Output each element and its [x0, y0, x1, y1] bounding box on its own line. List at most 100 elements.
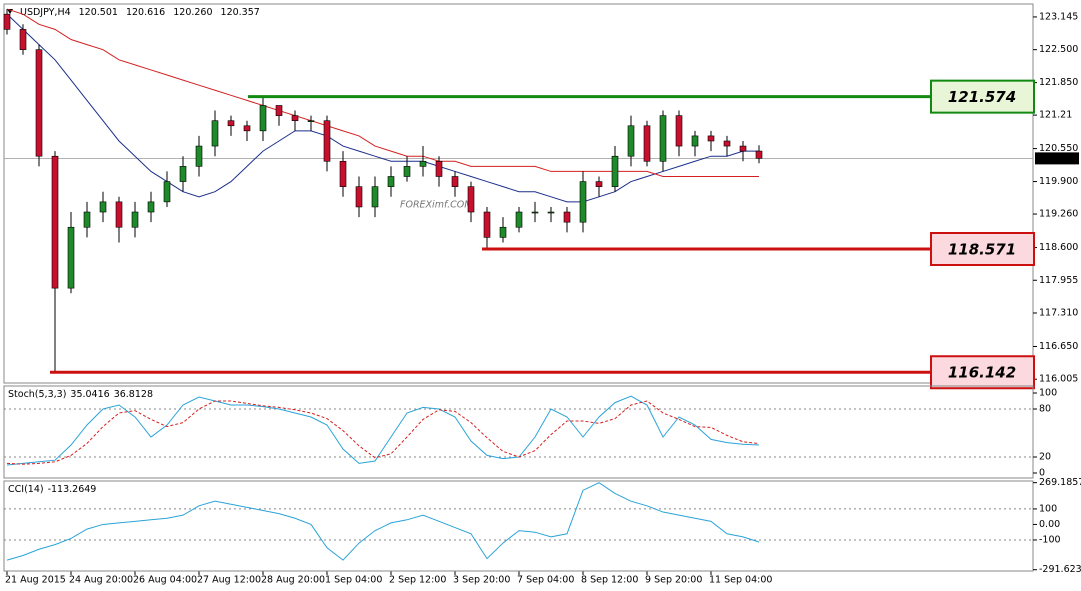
- y-tick-label: 120.550: [1039, 143, 1078, 154]
- y-tick-label: 0.00: [1039, 519, 1060, 530]
- candle-body: [275, 105, 283, 116]
- indicator-name: CCI(14): [8, 484, 44, 495]
- candle-body: [179, 166, 187, 182]
- x-tick-label: 3 Sep 20:00: [453, 575, 510, 586]
- y-tick-label: 117.310: [1039, 307, 1078, 318]
- level-box: [930, 355, 1035, 390]
- candle-body: [691, 135, 699, 147]
- y-tick-label: 119.260: [1039, 209, 1078, 220]
- x-tick-label: 9 Sep 20:00: [645, 575, 702, 586]
- indicator-name: Stoch(5,3,3): [8, 389, 66, 400]
- candle-body: [291, 115, 299, 121]
- current-price-label: 120.357: [1039, 153, 1078, 164]
- quote-value: 120.357: [221, 7, 260, 18]
- candle-body: [707, 135, 715, 142]
- pane-frame: [3, 385, 1034, 479]
- candle-body: [323, 120, 331, 162]
- candle-body: [355, 186, 363, 208]
- quote-value: 120.260: [173, 7, 212, 18]
- current-price-tag: [1035, 152, 1079, 165]
- x-tick-label: 2 Sep 12:00: [389, 575, 446, 586]
- indicator-line: [6, 482, 760, 561]
- x-tick-label: 1 Sep 04:00: [325, 575, 382, 586]
- candle-body: [147, 201, 155, 213]
- candle-body: [51, 155, 59, 289]
- y-tick-label: 116.650: [1039, 341, 1078, 352]
- level-label: 116.142: [948, 364, 1016, 382]
- y-tick-label: 118.600: [1039, 242, 1078, 253]
- candle-body: [163, 181, 171, 203]
- x-tick-label: 26 Aug 04:00: [133, 575, 197, 586]
- x-tick-label: 27 Aug 12:00: [197, 575, 261, 586]
- candle-body: [755, 150, 763, 159]
- y-tick-label: 123.145: [1039, 11, 1078, 22]
- candle-body: [339, 160, 347, 187]
- candle-body: [419, 160, 427, 167]
- candle-body: [643, 125, 651, 162]
- indicator-title: Stoch(5,3,3) 35.0416 36.8128: [8, 389, 153, 400]
- candle-body: [611, 155, 619, 187]
- x-tick-label: 11 Sep 04:00: [709, 575, 772, 586]
- indicator-line: [6, 13, 759, 203]
- candle-body: [515, 211, 523, 228]
- indicator-value: 36.8128: [114, 389, 153, 400]
- indicator-value: -113.2649: [48, 484, 97, 495]
- quote-value: 120.501: [79, 7, 118, 18]
- candle-body: [195, 145, 203, 167]
- level-label: 121.574: [948, 88, 1016, 106]
- x-tick-label: 24 Aug 20:00: [69, 575, 133, 586]
- candle-body: [67, 226, 75, 289]
- y-tick-label: 119.900: [1039, 176, 1078, 187]
- candle-body: [435, 160, 443, 177]
- level-box: [930, 232, 1035, 267]
- candle-body: [659, 115, 667, 162]
- y-tick-label: 0: [1039, 468, 1045, 479]
- level-box: [930, 79, 1035, 114]
- candle-body: [307, 120, 315, 122]
- candle-body: [723, 140, 731, 147]
- y-tick-label: 100: [1039, 503, 1057, 514]
- candle-body: [403, 166, 411, 177]
- candle-body: [371, 186, 379, 208]
- candle-body: [387, 176, 395, 187]
- y-tick-label: 269.1857: [1039, 477, 1081, 488]
- indicator-value: 35.0416: [70, 389, 109, 400]
- y-tick-label: 122.500: [1039, 44, 1078, 55]
- candle-body: [675, 115, 683, 147]
- candle-body: [739, 145, 747, 152]
- candle-body: [3, 13, 11, 30]
- x-tick-label: 8 Sep 12:00: [581, 575, 638, 586]
- watermark: FOREXimf.COM: [400, 200, 472, 211]
- indicator-title: CCI(14) -113.2649: [8, 484, 96, 495]
- pane-frame: [3, 480, 1034, 572]
- y-tick-label: 117.955: [1039, 275, 1078, 286]
- y-tick-label: 121.850: [1039, 77, 1078, 88]
- x-tick-label: 21 Aug 2015: [5, 575, 66, 586]
- chart-header: USDJPY,H4 120.501 120.616 120.260 120.357: [20, 7, 260, 18]
- y-tick-label: 116.005: [1039, 374, 1078, 385]
- candle-body: [211, 120, 219, 147]
- pane-frame: [3, 3, 1034, 384]
- candle-body: [499, 226, 507, 238]
- candle-body: [227, 120, 235, 127]
- candle-body: [563, 211, 571, 223]
- candle-body: [99, 201, 107, 213]
- candle-body: [83, 211, 91, 228]
- quote-value: 120.616: [126, 7, 165, 18]
- x-tick-label: 7 Sep 04:00: [517, 575, 574, 586]
- candle-body: [115, 201, 123, 228]
- candle-body: [547, 211, 555, 214]
- y-tick-label: 121.21: [1039, 110, 1072, 121]
- y-tick-label: 100: [1039, 388, 1057, 399]
- candle-body: [579, 181, 587, 223]
- candle-body: [467, 186, 475, 213]
- indicator-line: [6, 395, 760, 466]
- symbol: USDJPY,H4: [20, 7, 71, 18]
- y-tick-label: -100: [1039, 534, 1061, 545]
- candle-body: [259, 105, 267, 132]
- level-label: 118.571: [948, 241, 1016, 259]
- y-tick-label: 80: [1039, 404, 1051, 415]
- y-tick-label: -291.6235: [1039, 564, 1081, 575]
